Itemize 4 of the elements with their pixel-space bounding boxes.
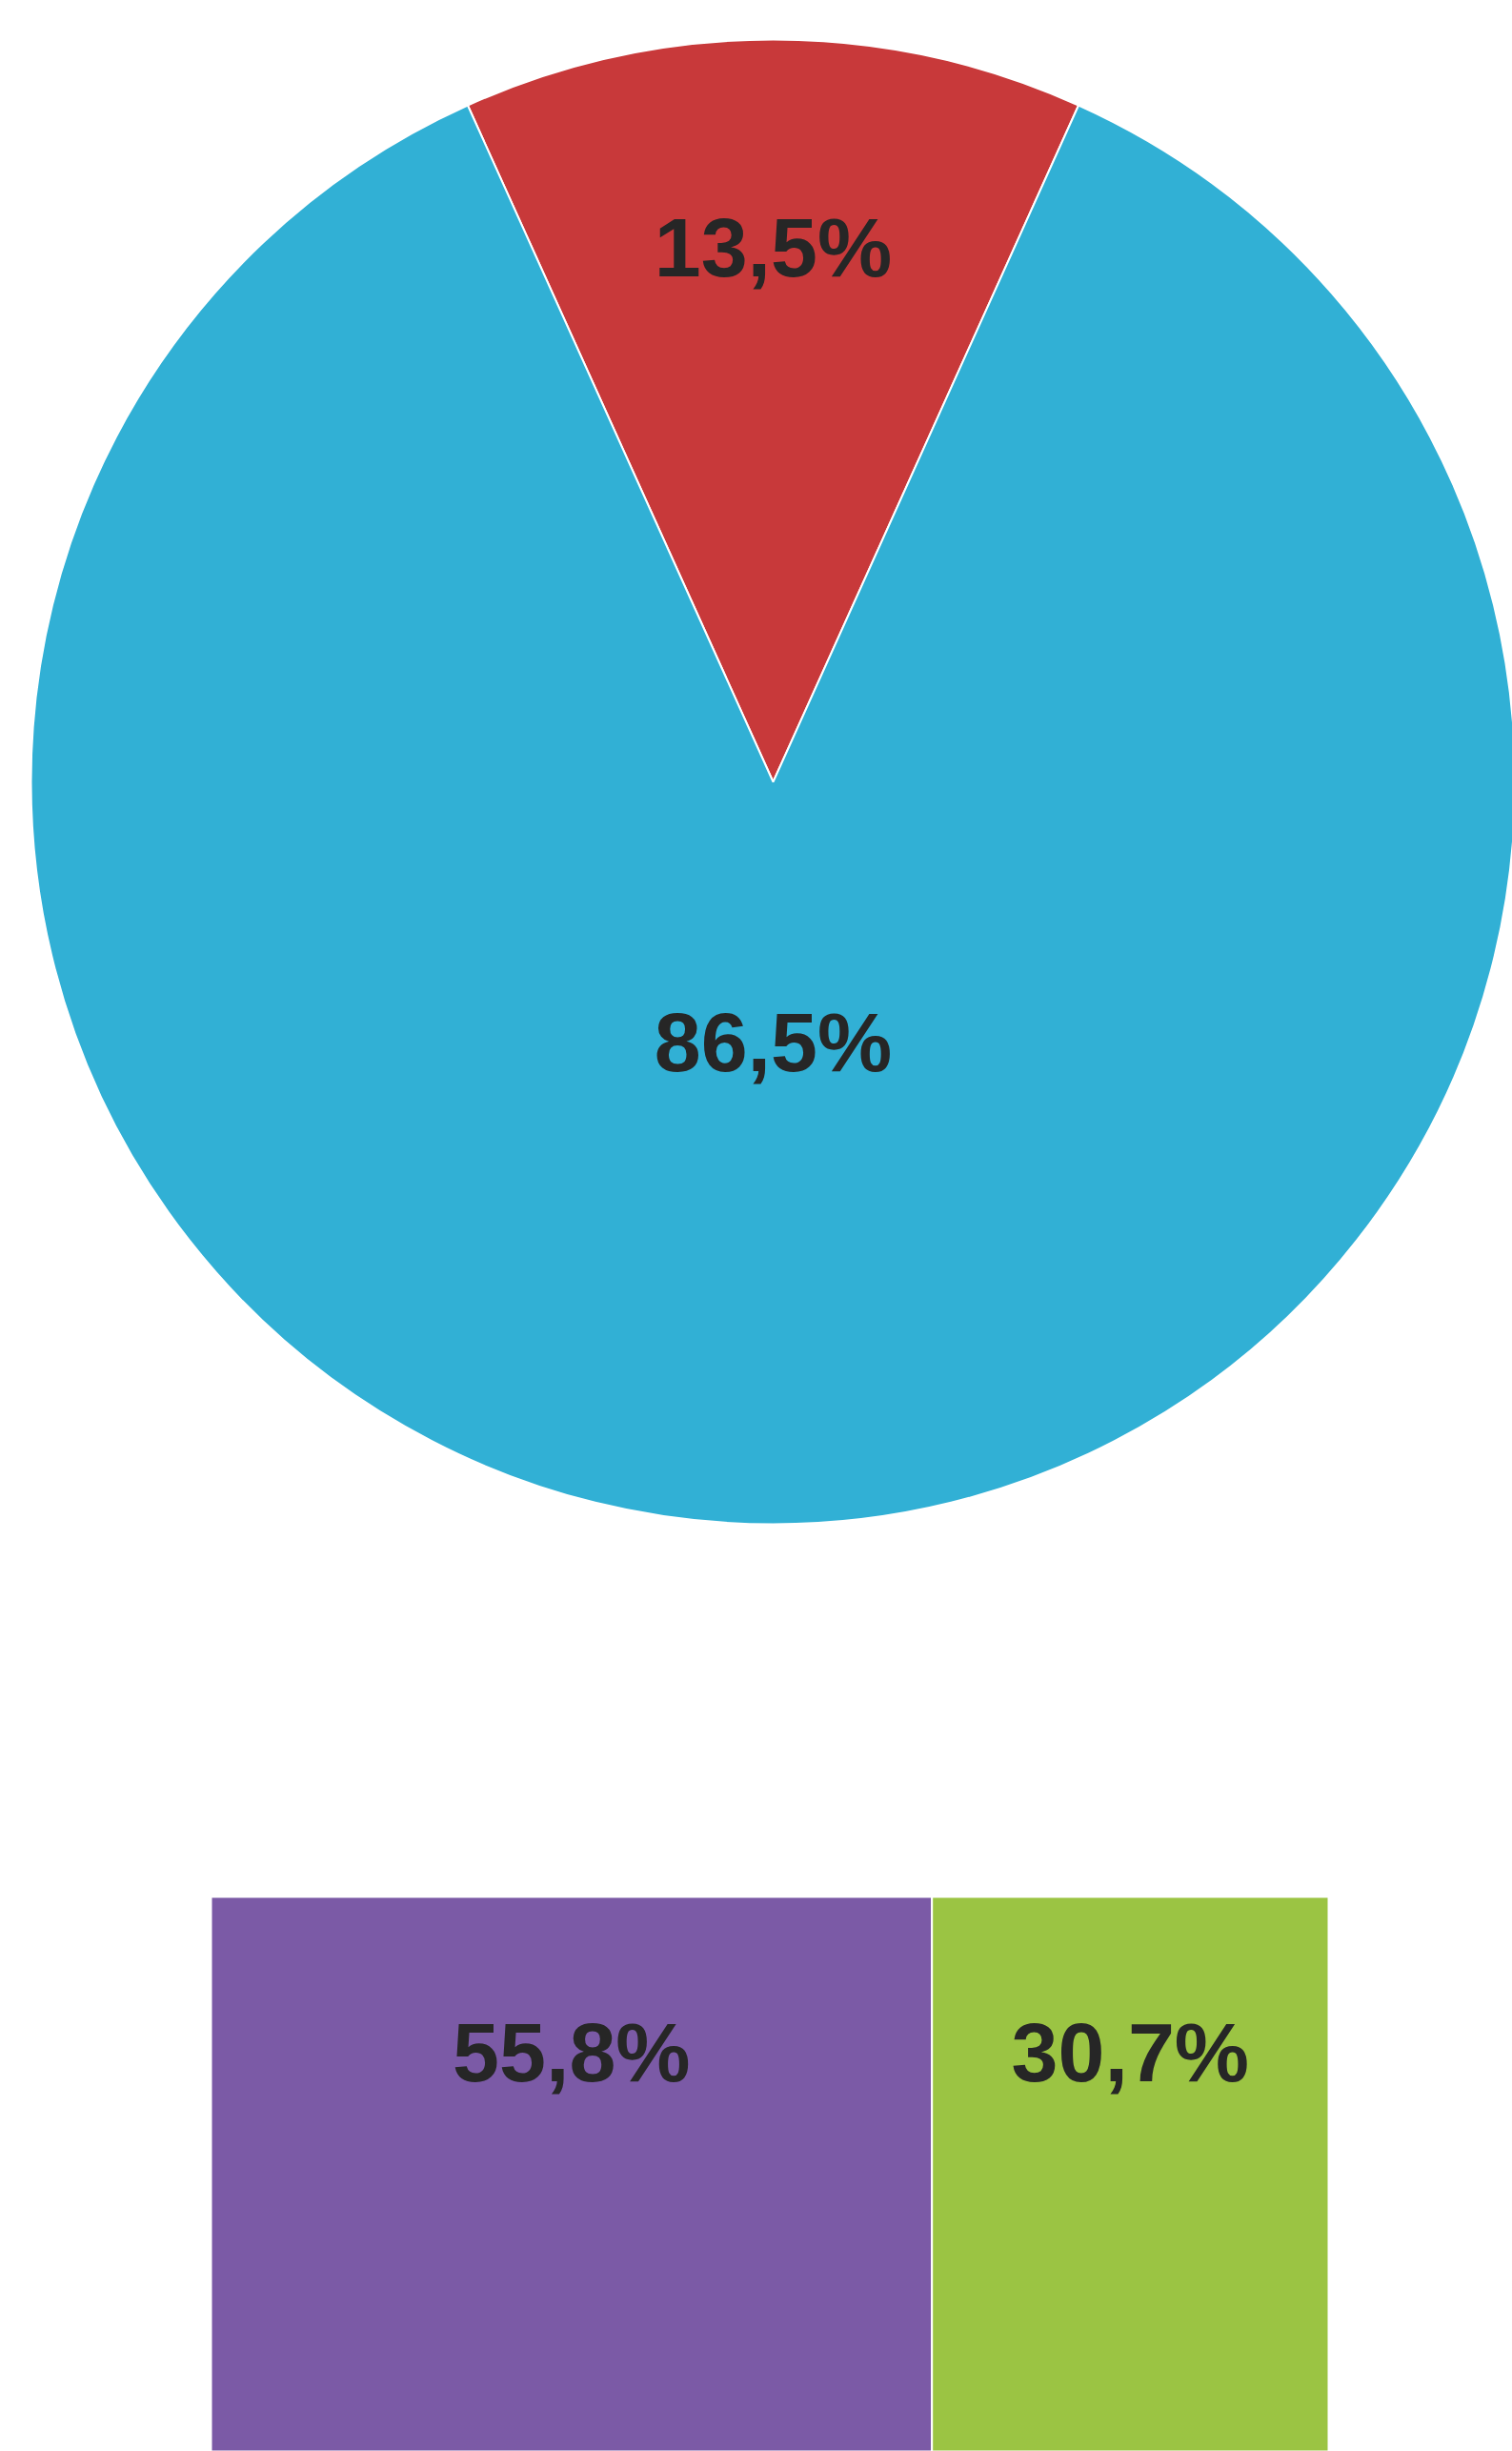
data-label: 55,8% (453, 2004, 691, 2099)
data-label: 86,5% (654, 994, 893, 1089)
data-label: 30,7% (1011, 2004, 1250, 2099)
data-label: 13,5% (654, 200, 893, 295)
